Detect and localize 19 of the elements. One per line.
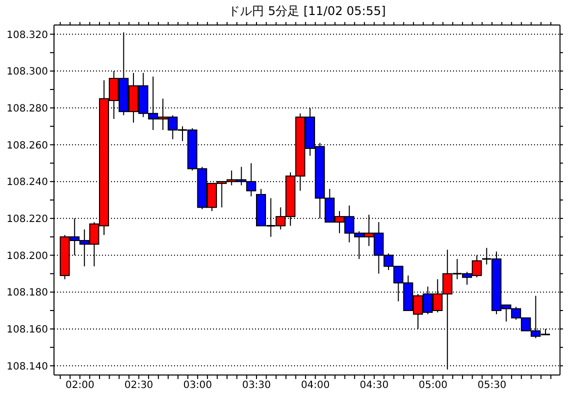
y-tick-label: 108.280 [6,103,48,114]
y-tick-label: 108.200 [6,250,48,262]
x-tick-label: 02:00 [65,380,94,392]
y-tick-label: 108.160 [6,324,48,336]
x-tick-label: 02:30 [124,380,154,392]
y-tick-label: 108.240 [6,177,48,188]
x-tick-label: 04:30 [360,380,389,392]
y-tick-label: 108.220 [6,214,48,225]
x-tick-label: 05:00 [418,380,448,392]
y-tick-label: 108.300 [6,66,48,78]
y-tick-label: 108.320 [6,30,48,41]
x-tick-label: 05:30 [478,380,506,392]
x-tick-label: 04:00 [300,380,330,392]
x-tick-label: 03:00 [183,380,212,392]
y-tick-label: 108.140 [6,361,48,372]
x-tick-label: 03:30 [242,380,271,392]
chart-title: ドル円 5分足 [11/02 05:55] [227,3,387,20]
y-tick-label: 108.260 [6,140,48,152]
y-tick-label: 108.180 [6,288,48,299]
